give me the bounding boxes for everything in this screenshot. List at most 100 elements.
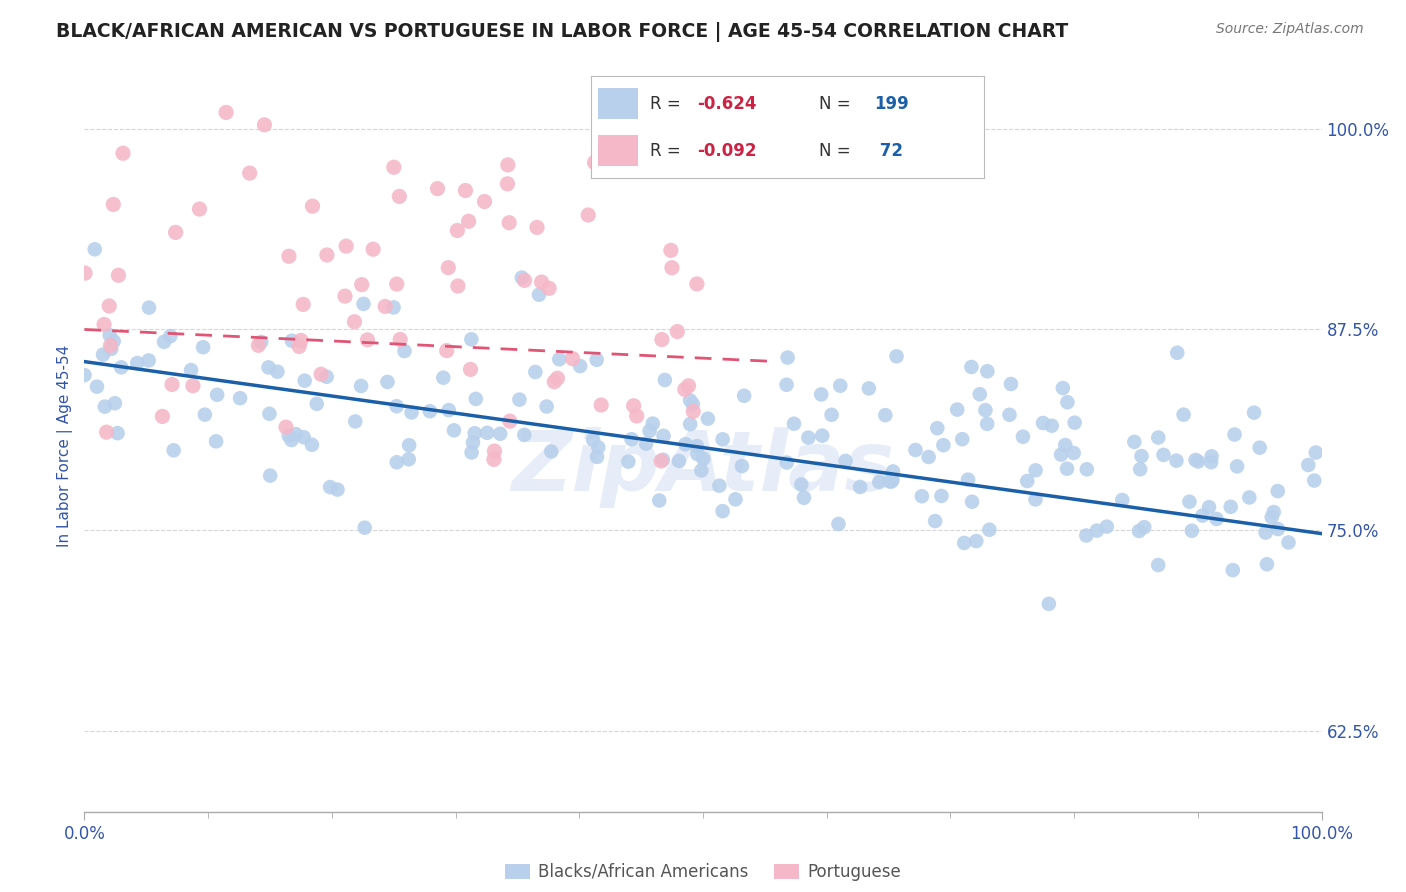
Point (536, 400, 558, 414)
Point (623, 399, 645, 413)
Point (292, 297, 315, 311)
Point (333, 289, 356, 303)
Point (436, 343, 458, 358)
Point (292, 430, 315, 444)
Point (294, 374, 316, 388)
Point (100, 338, 122, 352)
Text: Source: ZipAtlas.com: Source: ZipAtlas.com (1216, 22, 1364, 37)
Point (343, 315, 366, 329)
Point (73, 266, 96, 280)
Point (326, 483, 349, 497)
Point (194, 408, 217, 422)
Point (1111, 493, 1133, 508)
Point (96, 425, 118, 439)
Point (1249, 441, 1271, 455)
Point (353, 297, 375, 311)
Point (775, 377, 797, 392)
Point (315, 369, 337, 384)
Point (1063, 446, 1085, 460)
Point (659, 244, 682, 258)
Point (389, 333, 412, 347)
Point (1085, 524, 1108, 538)
Point (460, 362, 482, 376)
Point (1076, 528, 1098, 542)
Point (277, 428, 299, 442)
Point (546, 371, 568, 385)
Point (464, 392, 486, 406)
Point (1166, 453, 1188, 467)
Point (911, 489, 934, 503)
Point (93, 318, 115, 332)
Point (1254, 525, 1277, 540)
Point (790, 477, 813, 491)
Point (426, 181, 449, 195)
Point (454, 184, 477, 198)
Point (548, 352, 571, 367)
Point (576, 208, 599, 222)
Point (153, 334, 176, 349)
Point (540, 444, 562, 458)
Point (1173, 408, 1195, 422)
Point (591, 398, 613, 412)
Point (1178, 494, 1201, 508)
Point (374, 300, 396, 314)
Point (382, 301, 405, 315)
Point (638, 424, 661, 438)
Point (305, 397, 328, 411)
Point (215, 105, 238, 120)
Point (385, 399, 408, 413)
Point (1166, 345, 1188, 359)
Point (288, 339, 311, 353)
Point (586, 450, 609, 464)
Point (83, 242, 105, 256)
Text: -0.624: -0.624 (697, 95, 756, 112)
Point (482, 452, 505, 467)
Point (830, 378, 852, 392)
Point (110, 360, 132, 375)
Point (401, 405, 423, 419)
Point (569, 359, 592, 373)
Point (398, 452, 420, 467)
Point (583, 155, 606, 169)
Point (91, 348, 114, 362)
Point (1181, 524, 1204, 538)
Point (1184, 453, 1206, 467)
Point (976, 364, 998, 378)
Point (499, 414, 522, 428)
Point (636, 436, 658, 450)
Point (398, 438, 420, 452)
Point (1024, 492, 1046, 507)
Point (1063, 416, 1085, 430)
Point (793, 491, 815, 505)
Text: -0.092: -0.092 (697, 142, 756, 160)
Point (266, 365, 288, 379)
Point (253, 118, 276, 132)
Point (998, 408, 1021, 422)
Point (301, 199, 323, 213)
Point (1198, 500, 1220, 515)
Point (1040, 418, 1063, 433)
Point (510, 270, 533, 285)
Point (361, 242, 384, 256)
Point (648, 493, 671, 508)
Point (776, 351, 799, 365)
Point (783, 417, 806, 431)
Point (776, 456, 799, 470)
Point (673, 383, 696, 397)
Point (1205, 512, 1227, 526)
Point (484, 444, 506, 458)
Point (160, 377, 183, 392)
Point (138, 301, 160, 315)
Point (651, 452, 673, 467)
Point (1239, 491, 1261, 505)
Point (811, 428, 834, 442)
Point (460, 445, 482, 459)
Point (709, 478, 731, 492)
Point (356, 333, 378, 347)
Point (957, 473, 980, 487)
Text: 72: 72 (875, 142, 903, 160)
Point (239, 166, 262, 180)
Point (181, 378, 204, 392)
Point (474, 194, 496, 209)
Point (827, 516, 849, 531)
